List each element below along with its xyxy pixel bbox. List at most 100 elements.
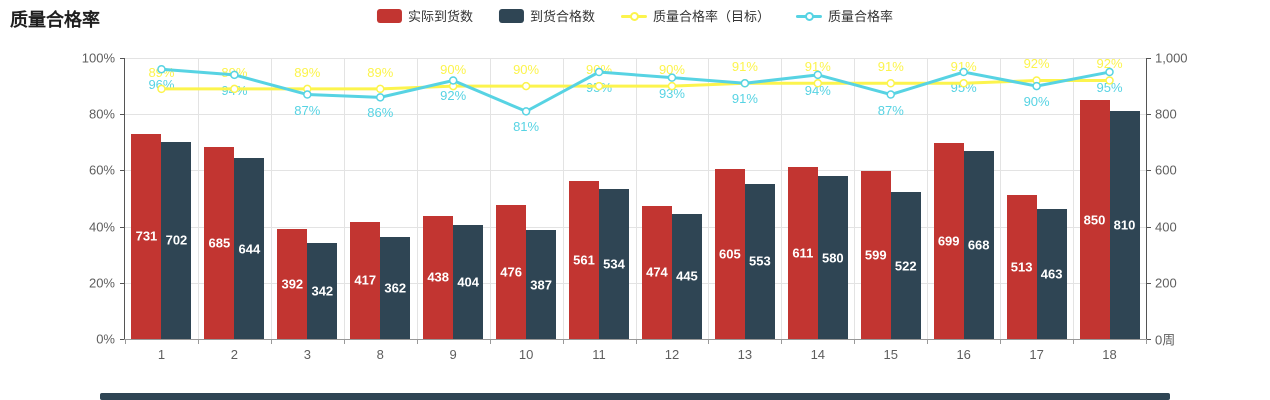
x-axis-category-label: 3 bbox=[303, 347, 311, 362]
line-point-marker[interactable] bbox=[813, 79, 823, 88]
bar-qualified-arrivals[interactable] bbox=[234, 158, 265, 339]
bar-qualified-arrivals[interactable] bbox=[307, 242, 338, 339]
right-axis-label: 0周 bbox=[1155, 332, 1176, 348]
line-point-marker[interactable] bbox=[886, 79, 895, 88]
gridline-vertical bbox=[270, 58, 272, 339]
bar-actual-arrivals[interactable] bbox=[1006, 194, 1037, 339]
bar-qualified-arrivals[interactable] bbox=[671, 213, 702, 339]
line-point-marker[interactable] bbox=[813, 70, 823, 80]
x-axis-category-label: 13 bbox=[737, 347, 753, 362]
line-point-marker[interactable] bbox=[448, 76, 458, 85]
bar-qualified-arrivals[interactable] bbox=[161, 141, 192, 339]
x-axis-category-label: 15 bbox=[883, 347, 898, 362]
gridline-vertical bbox=[927, 58, 929, 339]
line-point-marker[interactable] bbox=[1105, 76, 1114, 85]
line-point-marker[interactable] bbox=[230, 70, 239, 80]
bar-actual-arrivals[interactable] bbox=[787, 167, 818, 339]
bar-qualified-arrivals[interactable] bbox=[963, 151, 994, 339]
bar-actual-arrivals[interactable] bbox=[714, 168, 745, 339]
x-axis-tick bbox=[197, 339, 199, 344]
left-axis-label: 100% bbox=[81, 50, 115, 66]
line-point-label: 92% bbox=[1023, 56, 1050, 72]
line-point-marker[interactable] bbox=[157, 64, 166, 74]
gridline-vertical bbox=[1000, 58, 1002, 339]
bar-actual-arrivals[interactable] bbox=[569, 181, 600, 339]
line-point-marker[interactable] bbox=[959, 79, 968, 88]
x-axis-tick bbox=[708, 339, 710, 344]
bar-qualified-arrivals[interactable] bbox=[1109, 111, 1140, 339]
line-point-marker[interactable] bbox=[376, 84, 385, 94]
line-point-marker[interactable] bbox=[594, 81, 604, 91]
bar-actual-arrivals[interactable] bbox=[641, 205, 672, 339]
left-axis-tick bbox=[120, 170, 125, 172]
line-point-marker[interactable] bbox=[1105, 67, 1114, 77]
right-axis-tick bbox=[1146, 170, 1151, 172]
x-axis-category-label: 2 bbox=[230, 347, 239, 362]
bar-actual-arrivals[interactable] bbox=[131, 133, 162, 339]
line-point-marker[interactable] bbox=[959, 67, 968, 77]
right-y-axis-line bbox=[1146, 58, 1147, 340]
bar-value-label: 580 bbox=[821, 250, 844, 265]
x-axis-tick bbox=[1000, 339, 1002, 344]
bar-actual-arrivals[interactable] bbox=[277, 228, 308, 339]
legend-item-0[interactable]: 实际到货数 bbox=[376, 6, 473, 25]
line-point-label: 91% bbox=[877, 59, 904, 75]
line-point-marker[interactable] bbox=[886, 90, 895, 99]
legend-item-3[interactable]: 质量合格率 bbox=[796, 6, 893, 25]
line-point-marker[interactable] bbox=[521, 107, 531, 116]
left-axis-tick bbox=[120, 114, 125, 116]
gridline-vertical bbox=[1073, 58, 1075, 339]
left-y-axis-line bbox=[124, 58, 125, 340]
legend-label: 质量合格率（目标） bbox=[653, 9, 771, 24]
right-axis-label: 200 bbox=[1155, 275, 1177, 291]
line-point-marker[interactable] bbox=[667, 81, 677, 91]
bar-qualified-arrivals[interactable] bbox=[744, 183, 775, 339]
right-axis-label: 1,000 bbox=[1155, 50, 1188, 66]
legend-item-2[interactable]: 质量合格率（目标） bbox=[621, 6, 770, 25]
line-point-marker[interactable] bbox=[667, 73, 677, 82]
x-axis-category-label: 10 bbox=[518, 347, 534, 362]
bar-actual-arrivals[interactable] bbox=[350, 221, 381, 339]
x-axis-tick bbox=[270, 339, 272, 344]
line-point-marker[interactable] bbox=[157, 84, 166, 94]
bar-qualified-arrivals[interactable] bbox=[817, 176, 848, 339]
right-axis-tick bbox=[1146, 339, 1151, 340]
bar-value-label: 702 bbox=[165, 232, 188, 248]
bar-value-label: 644 bbox=[238, 241, 261, 257]
bar-qualified-arrivals[interactable] bbox=[599, 188, 630, 339]
x-axis-tick bbox=[1146, 339, 1147, 344]
x-axis-tick bbox=[489, 339, 491, 344]
bar-actual-arrivals[interactable] bbox=[860, 170, 891, 339]
line-point-marker[interactable] bbox=[230, 84, 239, 94]
bar-actual-arrivals[interactable] bbox=[933, 142, 964, 339]
legend-item-1[interactable]: 到货合格数 bbox=[498, 6, 595, 25]
line-point-label: 87% bbox=[877, 102, 904, 118]
line-point-marker[interactable] bbox=[740, 79, 750, 88]
x-axis-category-label: 16 bbox=[956, 347, 971, 362]
bar-value-label: 404 bbox=[457, 274, 480, 290]
line-point-marker[interactable] bbox=[1032, 81, 1041, 91]
bar-qualified-arrivals[interactable] bbox=[453, 225, 484, 339]
bar-qualified-arrivals[interactable] bbox=[380, 237, 411, 339]
line-point-label: 92% bbox=[440, 88, 467, 104]
line-point-marker[interactable] bbox=[594, 67, 604, 77]
line-point-marker[interactable] bbox=[521, 81, 531, 91]
datazoom-slider[interactable] bbox=[100, 393, 1170, 400]
bar-qualified-arrivals[interactable] bbox=[890, 192, 921, 339]
bar-value-label: 463 bbox=[1040, 266, 1063, 282]
line-point-marker[interactable] bbox=[303, 90, 312, 99]
bar-value-label: 605 bbox=[719, 246, 741, 262]
line-point-marker[interactable] bbox=[376, 93, 385, 102]
bar-actual-arrivals[interactable] bbox=[204, 146, 235, 339]
bar-qualified-arrivals[interactable] bbox=[1036, 208, 1067, 339]
bar-actual-arrivals[interactable] bbox=[1079, 100, 1110, 339]
legend-label: 质量合格率 bbox=[828, 9, 894, 24]
left-axis-label: 20% bbox=[88, 275, 115, 291]
bar-qualified-arrivals[interactable] bbox=[526, 230, 557, 339]
bar-actual-arrivals[interactable] bbox=[423, 215, 454, 339]
bar-value-label: 561 bbox=[573, 252, 595, 268]
bar-actual-arrivals[interactable] bbox=[496, 205, 527, 339]
left-axis-label: 60% bbox=[88, 162, 115, 178]
line-point-label: 90% bbox=[1023, 94, 1050, 110]
